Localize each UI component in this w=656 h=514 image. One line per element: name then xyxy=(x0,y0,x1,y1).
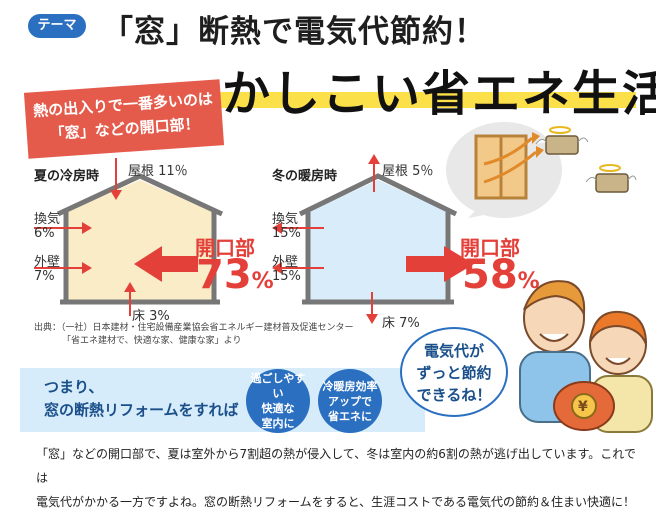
winter-title: 冬の暖房時 xyxy=(272,169,338,184)
winter-opening-arrow xyxy=(406,246,474,282)
flying-money-icon xyxy=(535,126,637,193)
summer-house-diagram xyxy=(34,158,224,316)
summer-opening-arrow xyxy=(134,246,198,282)
footer-line1: 「窓」などの開口部で、夏は室外から7割超の熱が侵入して、冬は室内の約6割の熱が逃… xyxy=(36,447,636,485)
footer-line2: 電気代がかかる一方ですよね。窓の断熱リフォームをすると、生涯コストである電気代の… xyxy=(36,495,636,509)
speech-line1: 電気代が xyxy=(423,342,484,360)
footer-text: 「窓」などの開口部で、夏は室外から7割超の熱が侵入して、冬は室内の約6割の熱が逃… xyxy=(36,442,636,514)
benefit-comfort-circle: 過ごしやすい 快適な 室内に xyxy=(246,369,310,433)
woman-hair xyxy=(589,310,647,345)
speech-line2: ずっと節約 xyxy=(416,364,492,382)
winter-roof-outline xyxy=(298,173,458,217)
money-wing-2 xyxy=(577,137,589,143)
benefit-comfort-line3: 室内に xyxy=(261,417,295,430)
benefit-efficiency-circle: 冷暖房効率 アップで 省エネに xyxy=(318,369,382,433)
window-illustration xyxy=(446,122,562,218)
callout-box: 熱の出入りで一番多いのは 「窓」などの開口部！ xyxy=(23,79,225,159)
title-highlight xyxy=(218,92,636,108)
benefit-efficiency-line2: アップで xyxy=(328,394,372,408)
winter-vent-value: 15% xyxy=(272,226,301,241)
money-bill-2 xyxy=(595,173,629,193)
benefit-comfort-line2: 快適な xyxy=(261,402,295,415)
woman-mouth xyxy=(605,357,631,365)
speech-bubble: 電気代が ずっと節約 できるね！ xyxy=(400,327,508,417)
summer-roof-arrowhead xyxy=(110,190,122,200)
winter-opening-percent: 58% xyxy=(462,252,540,298)
source-note: 出典：（一社）日本建材・住宅設備産業協会省エネルギー建材普及促進センター 「省エ… xyxy=(34,322,354,348)
summer-opening-value: 73 xyxy=(196,252,252,298)
money-wing-1 xyxy=(535,138,547,145)
winter-floor-arrowhead xyxy=(366,314,378,324)
winter-vent-arrowhead xyxy=(272,222,282,234)
summer-wall-value: 7% xyxy=(34,269,55,284)
winter-roof-label: 屋根 5％ xyxy=(382,164,434,179)
summary-line1: つまり、 xyxy=(44,378,104,396)
winter-wall-label: 外壁 xyxy=(272,255,299,270)
heat-flow-arrow-2 xyxy=(483,136,534,166)
page-title: かしこい省エネ生活 xyxy=(222,66,656,122)
theme-badge: テーマ xyxy=(28,14,86,38)
winter-opening-unit: % xyxy=(517,269,540,294)
money-wing-4 xyxy=(627,175,637,181)
summer-vent-label: 換気 xyxy=(34,212,61,227)
money-wing-3 xyxy=(585,176,597,183)
winter-opening-value: 58 xyxy=(462,252,518,298)
summer-opening-unit: % xyxy=(251,269,274,294)
winter-floor-label: 床 7% xyxy=(382,316,420,331)
window-bubble-tail xyxy=(468,206,490,218)
man-mouth xyxy=(539,333,569,342)
summer-title: 夏の冷房時 xyxy=(34,169,100,184)
summer-opening-percent: 73% xyxy=(196,252,274,298)
couple-illustration: ¥ xyxy=(519,280,653,433)
source-line2: 「省エネ建材で、快適な家、健康な家」より xyxy=(62,336,242,346)
summary-line2: 窓の断熱リフォームをすれば xyxy=(44,401,239,419)
summer-vent-value: 6% xyxy=(34,226,55,241)
summary-text: つまり、 窓の断熱リフォームをすれば xyxy=(44,376,239,422)
benefit-comfort-line1: 過ごしやすい xyxy=(250,372,306,400)
money-halo-1 xyxy=(549,126,571,134)
summer-wall-arrowhead xyxy=(82,262,92,274)
summer-roof-outline xyxy=(56,173,224,217)
winter-roof-arrowhead xyxy=(368,154,380,164)
heat-flow-arrowhead-2 xyxy=(532,132,540,144)
winter-house-diagram xyxy=(272,154,474,324)
summer-wall-label: 外壁 xyxy=(34,255,61,270)
winter-opening-label: 開口部 xyxy=(460,236,520,260)
benefit-efficiency-line1: 冷暖房効率 xyxy=(322,379,378,393)
man-hair xyxy=(523,280,586,318)
yen-coin-icon xyxy=(571,393,597,419)
winter-wall-value: 15% xyxy=(272,269,301,284)
winter-wall-arrowhead xyxy=(272,262,282,274)
heat-flow-arrowhead-1 xyxy=(536,146,544,158)
headline: 「窓」断熱で電気代節約！ xyxy=(102,14,486,50)
winter-vent-label: 換気 xyxy=(272,212,299,227)
money-bill-1 xyxy=(545,135,579,155)
heat-flow-arrow-1 xyxy=(483,150,537,184)
source-line1: 出典：（一社）日本建材・住宅設備産業協会省エネルギー建材普及促進センター xyxy=(34,323,354,333)
summer-roof-label: 屋根 11％ xyxy=(128,164,188,179)
summer-floor-arrowhead xyxy=(124,282,136,292)
benefit-efficiency-line3: 省エネに xyxy=(328,409,372,423)
summer-opening-label: 開口部 xyxy=(195,236,255,260)
money-halo-2 xyxy=(599,164,621,172)
summer-floor-label: 床 3% xyxy=(132,309,170,324)
speech-line3: できるね！ xyxy=(416,386,492,404)
yen-sign: ¥ xyxy=(578,399,588,415)
summer-vent-arrowhead xyxy=(82,222,92,234)
